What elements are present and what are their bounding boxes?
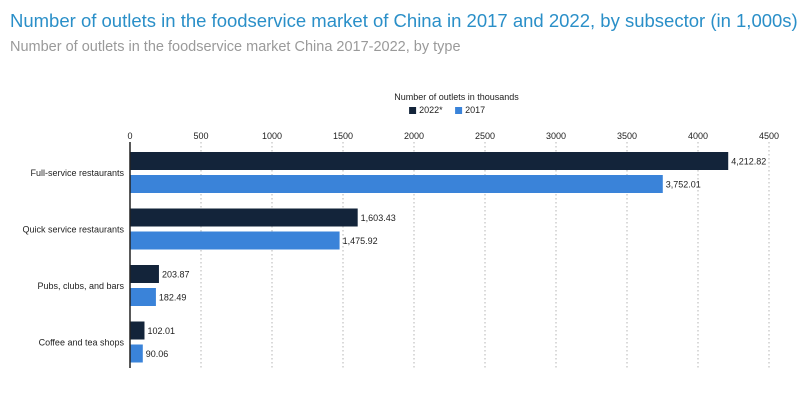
data-label: 90.06 [146, 349, 169, 359]
x-tick-label: 2000 [404, 131, 424, 141]
data-label: 182.49 [159, 293, 187, 303]
category-label: Pubs, clubs, and bars [37, 281, 124, 291]
data-label: 4,212.82 [731, 157, 766, 167]
x-tick-label: 1000 [262, 131, 282, 141]
legend-swatch-2017 [455, 107, 463, 114]
x-tick-label: 2500 [475, 131, 495, 141]
bar-2022 [130, 321, 145, 340]
x-tick-label: 0 [127, 131, 132, 141]
category-label: Full-service restaurants [30, 168, 124, 178]
data-label: 102.01 [147, 326, 175, 336]
bar-2022 [130, 265, 159, 283]
page-subtitle: Number of outlets in the foodservice mar… [10, 39, 461, 55]
legend-label-2022: 2022* [419, 105, 443, 115]
bar-2022 [130, 208, 358, 227]
bar-2017 [130, 175, 663, 193]
x-tick-label: 4000 [688, 131, 708, 141]
data-label: 1,475.92 [343, 236, 378, 246]
x-tick-label: 4500 [759, 131, 779, 141]
x-tick-label: 3000 [546, 131, 566, 141]
x-tick-label: 3500 [617, 131, 637, 141]
data-label: 1,603.43 [361, 213, 396, 223]
x-axis-label: Number of outlets in thousands [394, 92, 519, 102]
category-label: Quick service restaurants [22, 225, 124, 235]
legend-swatch-2022 [409, 107, 417, 114]
page-title: Number of outlets in the foodservice mar… [10, 10, 798, 31]
category-label: Coffee and tea shops [39, 338, 125, 348]
x-tick-label: 500 [193, 131, 208, 141]
data-label: 3,752.01 [666, 180, 701, 190]
bar-2022 [130, 152, 729, 170]
bar-2017 [130, 344, 143, 363]
x-tick-label: 1500 [333, 131, 353, 141]
bar-2017 [130, 288, 156, 306]
legend-label-2017: 2017 [465, 105, 485, 115]
bar-2017 [130, 231, 340, 250]
data-label: 203.87 [162, 270, 190, 280]
